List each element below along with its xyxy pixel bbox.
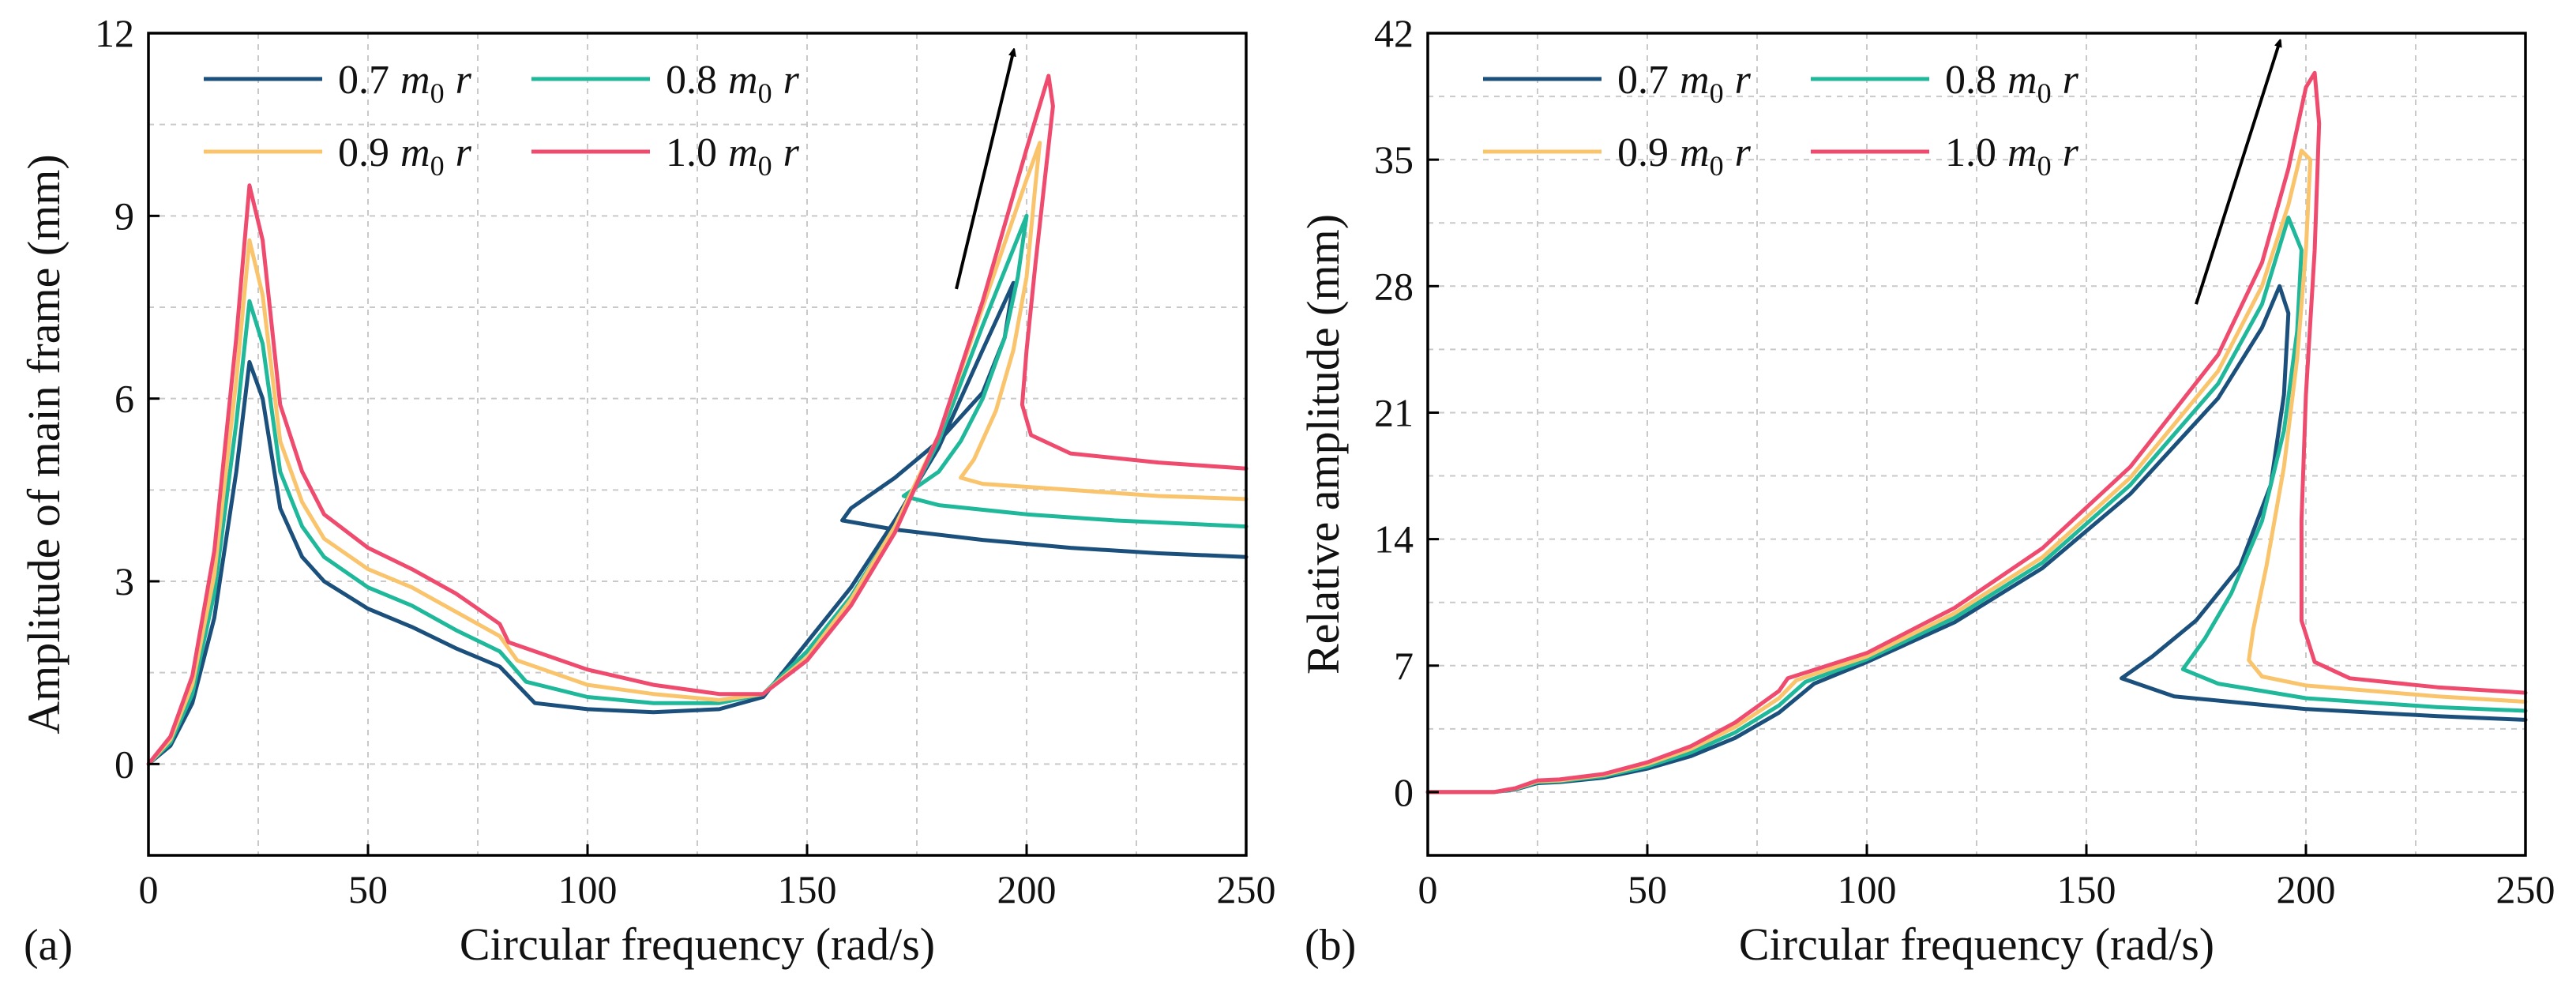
y-tick-label: 0 (115, 742, 134, 786)
trend-arrow (2195, 42, 2280, 305)
y-tick-label: 28 (1374, 264, 1414, 308)
series-line-0.7 (146, 280, 1249, 766)
legend-label-0.8: 0.8 m0 r (1945, 58, 2079, 109)
x-axis-title: Circular frequency (rad/s) (460, 919, 935, 970)
legend-label-1.0: 1.0 m0 r (666, 130, 800, 182)
x-tick-label: 150 (2057, 867, 2116, 911)
y-axis-title: Amplitude of main frame (mm) (18, 154, 69, 734)
legend: 0.7 m0 r 0.8 m0 r 0.9 m0 r 1.0 m0 r (1483, 58, 2079, 182)
y-tick-label: 0 (1394, 770, 1414, 814)
legend-label-0.9: 0.9 m0 r (338, 130, 472, 182)
series-line-1.0 (1425, 70, 2528, 795)
panel-label: (a) (24, 921, 73, 970)
x-tick-label: 0 (1418, 867, 1438, 911)
series-line-1.0 (146, 73, 1249, 766)
trend-arrow (955, 51, 1013, 290)
legend-label-0.8: 0.8 m0 r (666, 58, 800, 109)
y-tick-label: 7 (1394, 644, 1414, 688)
x-tick-label: 100 (1838, 867, 1897, 911)
y-tick-label: 6 (115, 377, 134, 421)
chart-panel-b: 0 50 100 150 200 250 0 7 14 21 28 35 42 Circular freq… (1297, 11, 2555, 970)
x-tick-label: 250 (2496, 867, 2555, 911)
y-tick-label: 3 (115, 559, 134, 603)
legend: 0.7 m0 r 0.8 m0 r 0.9 m0 r 1.0 m0 r (204, 58, 800, 182)
legend-label-0.7: 0.7 m0 r (338, 58, 472, 109)
x-tick-label: 200 (2277, 867, 2336, 911)
x-tick-label: 250 (1217, 867, 1276, 911)
x-tick-label: 50 (348, 867, 388, 911)
panel-label: (b) (1305, 921, 1356, 970)
x-tick-label: 100 (558, 867, 618, 911)
y-tick-label: 35 (1374, 137, 1414, 182)
legend-label-1.0: 1.0 m0 r (1945, 130, 2079, 182)
y-tick-label: 42 (1374, 11, 1414, 55)
y-tick-label: 21 (1374, 390, 1414, 434)
legend-label-0.9: 0.9 m0 r (1617, 130, 1752, 182)
y-tick-label: 9 (115, 194, 134, 238)
chart-panel-a: 0 50 100 150 200 250 0 3 6 9 12 Circular frequency … (18, 11, 1276, 970)
series-line-0.9 (146, 141, 1249, 766)
y-tick-label: 12 (95, 11, 134, 55)
x-tick-label: 50 (1628, 867, 1667, 911)
x-tick-label: 0 (139, 867, 159, 911)
plot-frame (1426, 32, 2527, 857)
y-tick-label: 14 (1374, 517, 1414, 562)
x-tick-label: 200 (997, 867, 1057, 911)
legend-label-0.7: 0.7 m0 r (1617, 58, 1752, 109)
series-line-0.8 (146, 213, 1249, 766)
plot-frame (147, 32, 1248, 857)
y-axis-title: Relative amplitude (mm) (1297, 214, 1349, 674)
x-axis-title: Circular frequency (rad/s) (1739, 919, 2214, 970)
x-tick-label: 150 (778, 867, 837, 911)
